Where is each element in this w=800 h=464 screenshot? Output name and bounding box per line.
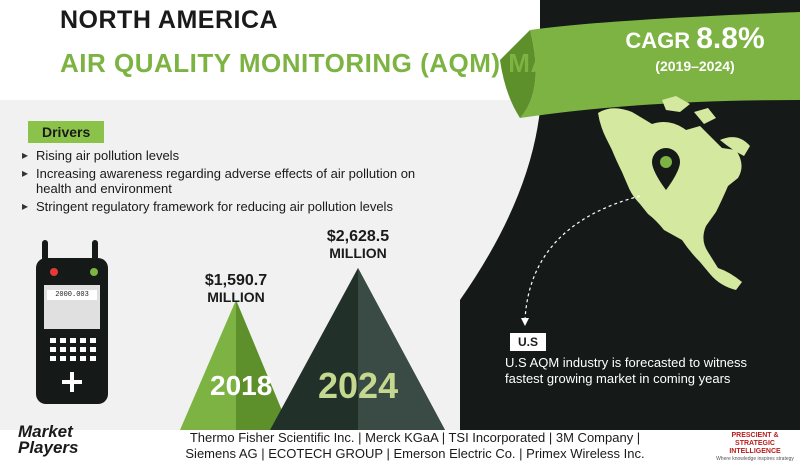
- value-2024-unit: MILLION: [329, 245, 387, 261]
- footer: [0, 430, 800, 464]
- driver-item: Increasing awareness regarding adverse e…: [22, 166, 422, 196]
- market-players-label: Market Players: [18, 422, 79, 457]
- year-2024: 2024: [318, 365, 399, 406]
- market-players-list: Thermo Fisher Scientific Inc. | Merck KG…: [185, 430, 645, 461]
- year-2018: 2018: [210, 370, 273, 401]
- title-region: NORTH AMERICA: [60, 6, 279, 34]
- cagr-value: 8.8%: [696, 22, 765, 55]
- north-america-map: [598, 108, 742, 290]
- region-tag: U.S: [510, 333, 547, 351]
- value-2018-amount: $1,590.7: [204, 272, 268, 289]
- triangle-2018-shade: [236, 300, 290, 430]
- driver-item: Rising air pollution levels: [22, 148, 422, 163]
- cagr-label: CAGR: [625, 28, 691, 53]
- title-market: AIR QUALITY MONITORING (AQM) MARKET: [60, 48, 623, 78]
- drivers-title: Drivers: [28, 121, 105, 143]
- drivers-list: Rising air pollution levels Increasing a…: [22, 148, 422, 217]
- cagr-badge: CAGR 8.8% (2019–2024): [620, 22, 770, 74]
- region-text: U.S AQM industry is forecasted to witnes…: [505, 355, 748, 386]
- triangle-2024-shade: [358, 268, 445, 430]
- air-quality-monitor-device-icon: [36, 240, 108, 404]
- driver-item: Stringent regulatory framework for reduc…: [22, 199, 422, 214]
- dark-panel: [36, 0, 800, 430]
- value-2024-amount: $2,628.5: [326, 228, 390, 245]
- device-screen-text: 2000.003: [55, 291, 89, 299]
- cagr-years: (2019–2024): [655, 58, 735, 74]
- company-logo: PRESCIENT & STRATEGIC INTELLIGENCE Where…: [716, 432, 794, 462]
- map-pin-icon: [652, 148, 680, 190]
- value-2018: $1,590.7 MILLION: [196, 272, 276, 306]
- value-2018-unit: MILLION: [207, 289, 265, 305]
- value-2024: $2,628.5 MILLION: [318, 228, 398, 262]
